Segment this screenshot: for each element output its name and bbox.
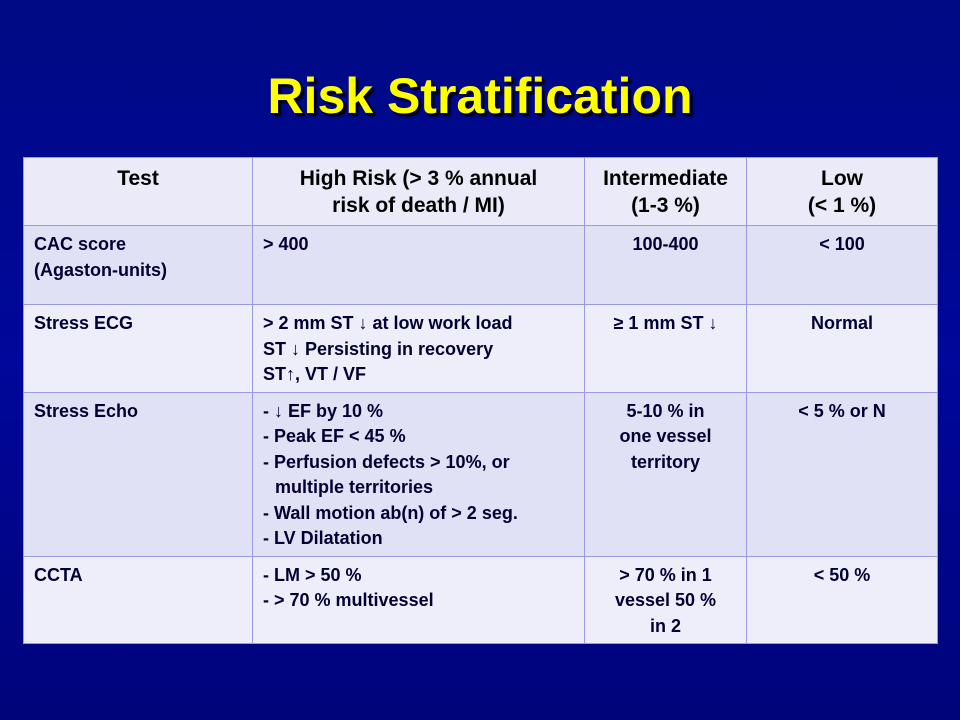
cell-test: Stress Echo xyxy=(23,391,253,557)
header-high-risk: High Risk (> 3 % annual risk of death / … xyxy=(252,157,585,226)
cell-high-risk: > 400 xyxy=(252,225,585,305)
cell-high-risk: - ↓ EF by 10 % - Peak EF < 45 % - Perfus… xyxy=(252,391,585,557)
cell-intermediate: 100-400 xyxy=(584,225,747,305)
table-row-ccta: CCTA - LM > 50 % - > 70 % multivessel > … xyxy=(23,555,938,644)
cell-low: < 100 xyxy=(746,225,938,305)
cell-intermediate: 5-10 % in one vessel territory xyxy=(584,391,747,557)
table-row-stress-echo: Stress Echo - ↓ EF by 10 % - Peak EF < 4… xyxy=(23,391,938,557)
cell-low: < 5 % or N xyxy=(746,391,938,557)
table-row-cac-score: CAC score (Agaston-units) > 400 100-400 … xyxy=(23,225,938,305)
cell-intermediate: ≥ 1 mm ST ↓ xyxy=(584,304,747,393)
table-row-stress-ecg: Stress ECG > 2 mm ST ↓ at low work load … xyxy=(23,304,938,393)
cell-test: Stress ECG xyxy=(23,304,253,393)
cell-intermediate: > 70 % in 1 vessel 50 % in 2 xyxy=(584,555,747,644)
risk-stratification-table: Test High Risk (> 3 % annual risk of dea… xyxy=(23,157,938,644)
slide-title: Risk Stratification xyxy=(267,68,693,124)
header-low: Low (< 1 %) xyxy=(746,157,938,226)
table-header-row: Test High Risk (> 3 % annual risk of dea… xyxy=(23,157,938,226)
cell-low: Normal xyxy=(746,304,938,393)
header-test: Test xyxy=(23,157,253,226)
cell-test: CCTA xyxy=(23,555,253,644)
cell-test: CAC score (Agaston-units) xyxy=(23,225,253,305)
cell-low: < 50 % xyxy=(746,555,938,644)
header-intermediate: Intermediate (1-3 %) xyxy=(584,157,747,226)
cell-high-risk: > 2 mm ST ↓ at low work load ST ↓ Persis… xyxy=(252,304,585,393)
cell-high-risk: - LM > 50 % - > 70 % multivessel xyxy=(252,555,585,644)
